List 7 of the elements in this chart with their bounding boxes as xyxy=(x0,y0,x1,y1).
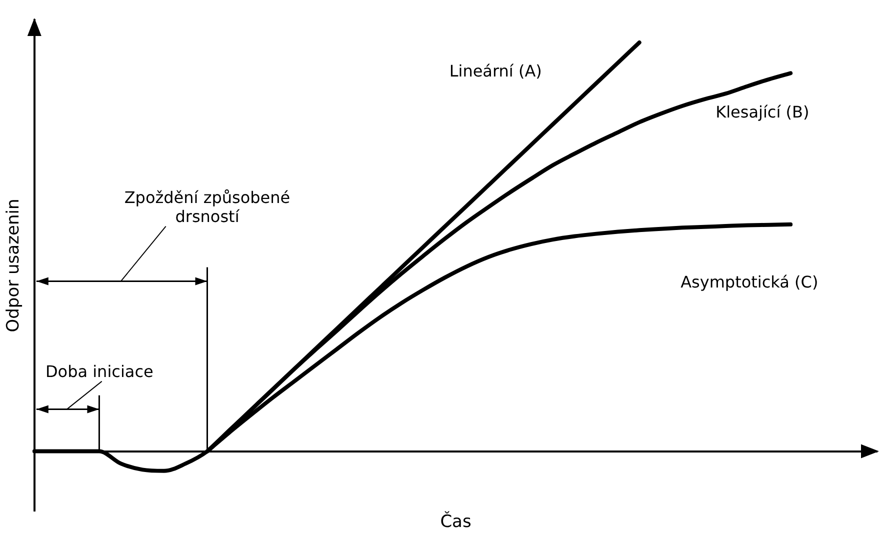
y-axis-title: Odpor usazenin xyxy=(4,198,24,332)
x-axis-title: Čas xyxy=(440,512,472,532)
text: Lineární (A) xyxy=(449,62,542,81)
annotation: Doba iniciace xyxy=(44,362,154,382)
text: Asymptotická (C) xyxy=(680,272,818,292)
annotation: Zpoždění způsobené drsností xyxy=(123,188,292,226)
series-label: Klesající (B) xyxy=(716,102,810,122)
